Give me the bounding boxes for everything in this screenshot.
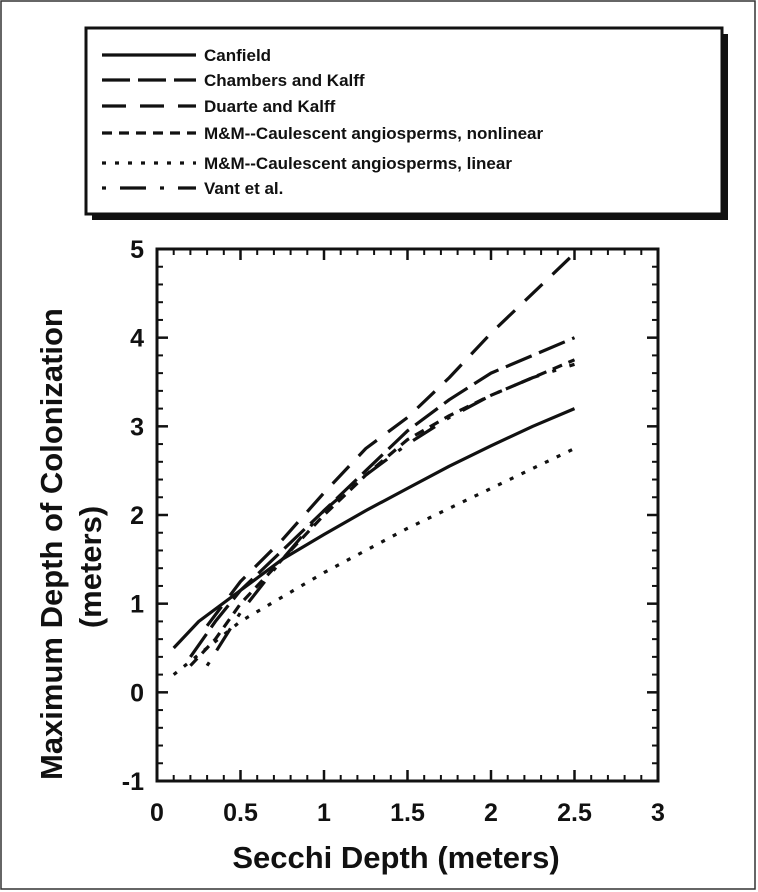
y-tick-label: 0 [130, 679, 144, 707]
x-tick-label: 0 [150, 799, 164, 827]
legend-label-0: Canfield [204, 46, 271, 65]
series-line-2 [205, 252, 576, 627]
x-tick-label: 1.5 [390, 799, 425, 827]
x-tick-labels: 0 0.5 1 1.5 2 2.5 3 [150, 799, 665, 827]
y-tick-labels: -1 0 1 2 3 4 5 [122, 236, 144, 796]
legend-label-3: M&M--Caulescent angiosperms, nonlinear [204, 124, 543, 143]
y-tick-label: 3 [130, 413, 144, 441]
legend-label-5: Vant et al. [204, 179, 283, 198]
x-axis-title: Secchi Depth (meters) [232, 840, 559, 875]
minor-ticks [157, 249, 658, 781]
series-line-0 [172, 407, 576, 650]
y-axis-title-line-1: Maximum Depth of Colonization [34, 308, 69, 780]
y-tick-label: 5 [130, 236, 144, 264]
legend-label-4: M&M--Caulescent angiosperms, linear [204, 154, 512, 173]
series-line-1 [189, 336, 576, 658]
legend-entries: Canfield Chambers and Kalff Duarte and Kal… [102, 46, 543, 198]
legend-box [84, 26, 724, 216]
y-tick-label: 1 [130, 591, 144, 619]
x-tick-label: 0.5 [223, 799, 258, 827]
y-tick-label: -1 [122, 768, 144, 796]
series-lines [172, 252, 576, 676]
y-tick-label: 2 [130, 502, 144, 530]
legend: Canfield Chambers and Kalff Duarte and Kal… [84, 26, 728, 220]
legend-label-1: Chambers and Kalff [204, 71, 365, 90]
plot-area [155, 247, 660, 783]
y-axis-title-line-2: (meters) [73, 506, 108, 628]
x-tick-label: 1 [317, 799, 331, 827]
legend-label-2: Duarte and Kalff [204, 97, 336, 116]
y-axis-title: Maximum Depth of Colonization (meters) [34, 308, 108, 780]
y-tick-label: 4 [130, 325, 144, 353]
series-line-5 [205, 362, 575, 667]
x-tick-label: 3 [651, 799, 665, 827]
x-tick-label: 2.5 [557, 799, 592, 827]
major-ticks [155, 247, 660, 783]
x-tick-label: 2 [484, 799, 498, 827]
series-line-3 [189, 358, 576, 667]
